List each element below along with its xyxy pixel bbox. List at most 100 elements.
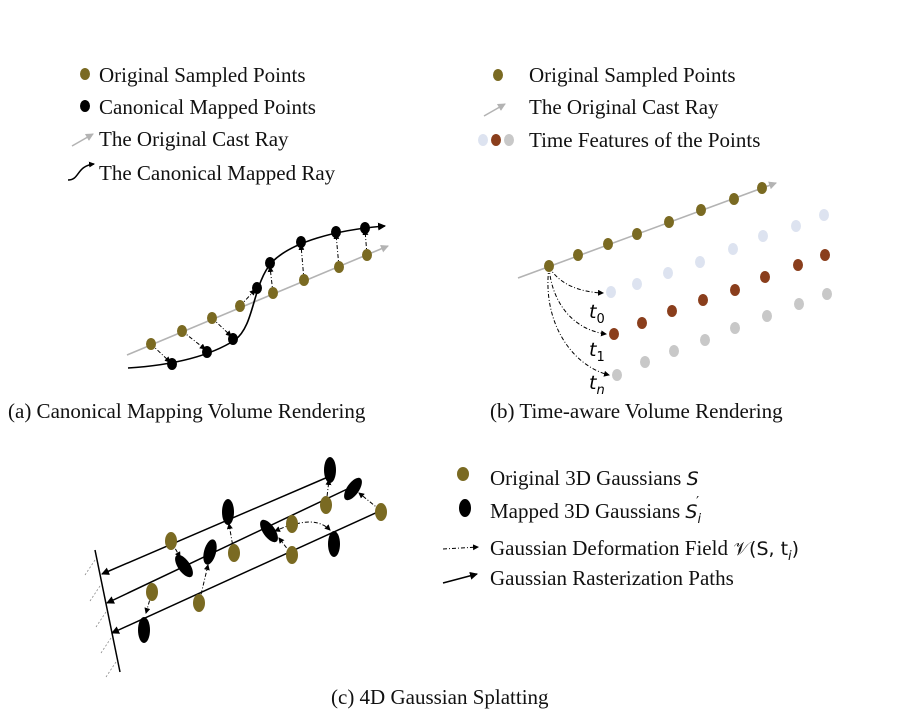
legend-deformation-field-label: Gaussian Deformation Field 𝒱(S, ti) [490,536,799,564]
legend-original-point-icon [493,69,503,81]
mapped-gaussian [138,617,150,643]
time-query-arrow-t0 [548,266,604,296]
deformation-field-arrows [144,479,381,614]
rasterization-path [111,509,383,634]
legend-time-features-label: Time Features of the Points [529,128,760,152]
time-label-t0: t0 [589,301,605,327]
original-gaussian [286,546,298,564]
original-gaussian [286,515,298,533]
panel-c-caption: (c) 4D Gaussian Splatting [331,685,549,709]
time-label-t1: t1 [589,339,605,365]
time-point [794,298,804,310]
original-point [268,287,278,299]
original-point [632,228,642,240]
legend-cast-ray-label: The Original Cast Ray [529,95,719,119]
mapping-arrow [362,229,369,256]
time-point [698,294,708,306]
legend-time-light-icon [478,134,488,146]
mapping-arrow [333,233,340,268]
canonical-point [202,346,212,358]
original-gaussian [193,594,205,612]
hatch-line [89,585,101,602]
mapped-gaussian [324,457,336,483]
mapped-gaussian [175,554,193,578]
legend-rasterization-paths-label: Gaussian Rasterization Paths [490,566,734,590]
time-point [730,322,740,334]
mapped-gaussian [203,539,217,565]
time-point [819,209,829,221]
time-point [606,286,616,298]
deformation-arrow [325,479,332,506]
hatch-line [84,559,96,576]
original-point [603,238,613,250]
mapping-arrows [150,229,369,363]
canonical-mapped-ray [127,222,386,369]
original-point [334,261,344,273]
original-point [299,274,309,286]
canonical-point [331,226,341,238]
time-feature-row-t0 [606,209,829,298]
deformation-arrow [295,521,331,531]
legend-time-gray-icon [504,134,514,146]
legend-canonical-point-icon [80,100,90,112]
mapped-gaussian [222,499,234,525]
legend-canonical-points-label: Canonical Mapped Points [99,95,316,119]
time-point [730,284,740,296]
time-point [640,356,650,368]
hatch-line [100,637,112,654]
time-point [760,271,770,283]
time-point [793,259,803,271]
time-point [820,249,830,261]
legend-cast-ray-icon [483,103,506,117]
image-plane-hatching [84,559,117,678]
original-point [207,312,217,324]
legend-canonical-ray-label: The Canonical Mapped Ray [99,161,336,185]
time-point [822,288,832,300]
mapped-3d-gaussians [138,457,362,643]
legend-mapped-gaussians-label: Mapped 3D Gaussians Si′ [490,495,701,527]
canonical-point [265,257,275,269]
time-point [695,256,705,268]
legend-original-points-label: Original Sampled Points [99,63,306,87]
time-point [663,267,673,279]
legend-cast-ray-label: The Original Cast Ray [99,127,289,151]
original-gaussian [165,532,177,550]
mapping-arrow [298,244,305,281]
original-point [235,300,245,312]
time-feature-row-t1 [609,249,830,340]
panel-b-caption: (b) Time-aware Volume Rendering [490,399,783,423]
canonical-point [228,333,238,345]
original-point [729,193,739,205]
hatch-line [95,611,107,628]
canonical-point [252,282,262,294]
deformation-arrow [226,523,235,554]
mapped-gaussian [328,531,340,557]
legend-deformation-field-icon [442,544,479,551]
canonical-point [167,358,177,370]
time-point [637,317,647,329]
original-point [177,325,187,337]
canonical-point [360,222,370,234]
image-plane [94,549,121,673]
hatch-line [105,661,117,678]
original-point [696,204,706,216]
canonical-mapped-points [167,222,370,370]
time-query-arrows [547,266,610,377]
original-point [573,249,583,261]
panel-c: Original 3D Gaussians S Mapped 3D Gaussi… [84,457,799,709]
time-feature-row-tn [612,288,832,381]
panel-a-diagram [126,222,389,370]
rasterization-path [106,482,361,604]
legend-original-gaussian-icon [457,467,469,481]
time-query-arrow-tn [547,266,610,377]
mapping-arrow [211,317,232,337]
mapping-arrow [181,330,206,350]
time-query-arrow-t1 [548,266,607,337]
original-point [544,260,554,272]
rasterization-paths [101,476,383,634]
original-gaussian [320,496,332,514]
legend-rasterization-path-icon [442,571,478,584]
legend-time-brown-icon [491,134,501,146]
original-point [362,249,372,261]
